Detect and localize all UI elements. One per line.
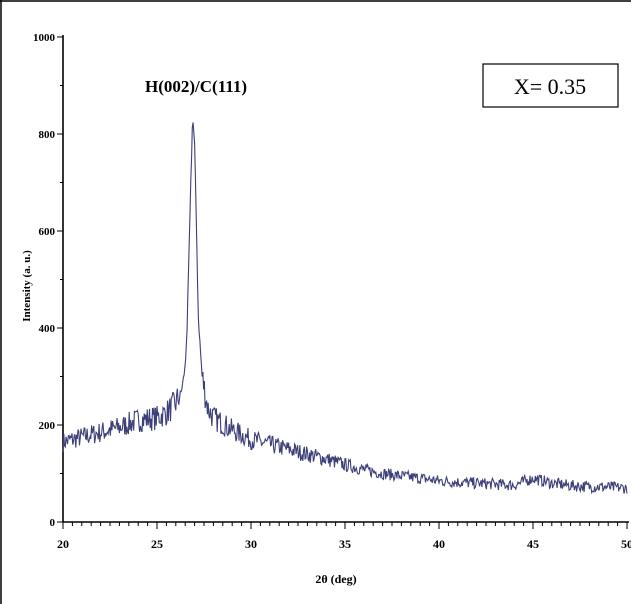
- y-tick-label: 1000: [33, 32, 56, 44]
- y-tick-label: 200: [39, 420, 56, 432]
- x-tick-label: 40: [433, 537, 445, 551]
- x-tick-label: 35: [339, 537, 351, 551]
- series-line: [62, 122, 628, 495]
- y-tick-label: 800: [39, 129, 56, 141]
- x-tick-label: 25: [151, 537, 163, 551]
- y-tick-label: 0: [50, 517, 56, 529]
- x-axis-label: 2θ (deg): [315, 572, 356, 586]
- x-tick-label: 20: [57, 537, 69, 551]
- y-tick-label: 600: [39, 226, 56, 238]
- y-axis-label: Intensity (a. u.): [21, 250, 33, 322]
- x-tick-label: 45: [527, 537, 539, 551]
- sample-label-text: X= 0.35: [514, 74, 586, 99]
- axes: [62, 35, 629, 523]
- sample-label-box: [482, 63, 619, 108]
- y-tick-label: 400: [39, 323, 56, 335]
- peak-annotation: H(002)/C(111): [145, 77, 247, 96]
- x-tick-label: 30: [245, 537, 257, 551]
- x-tick-label: 50: [621, 537, 631, 551]
- tick-marks: [57, 36, 628, 529]
- tick-labels: 20 25 30 35 40 45 50 0 200 400 600 800 1000: [33, 32, 631, 551]
